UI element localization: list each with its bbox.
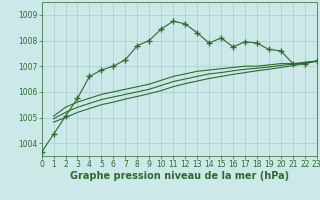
X-axis label: Graphe pression niveau de la mer (hPa): Graphe pression niveau de la mer (hPa)	[70, 171, 289, 181]
